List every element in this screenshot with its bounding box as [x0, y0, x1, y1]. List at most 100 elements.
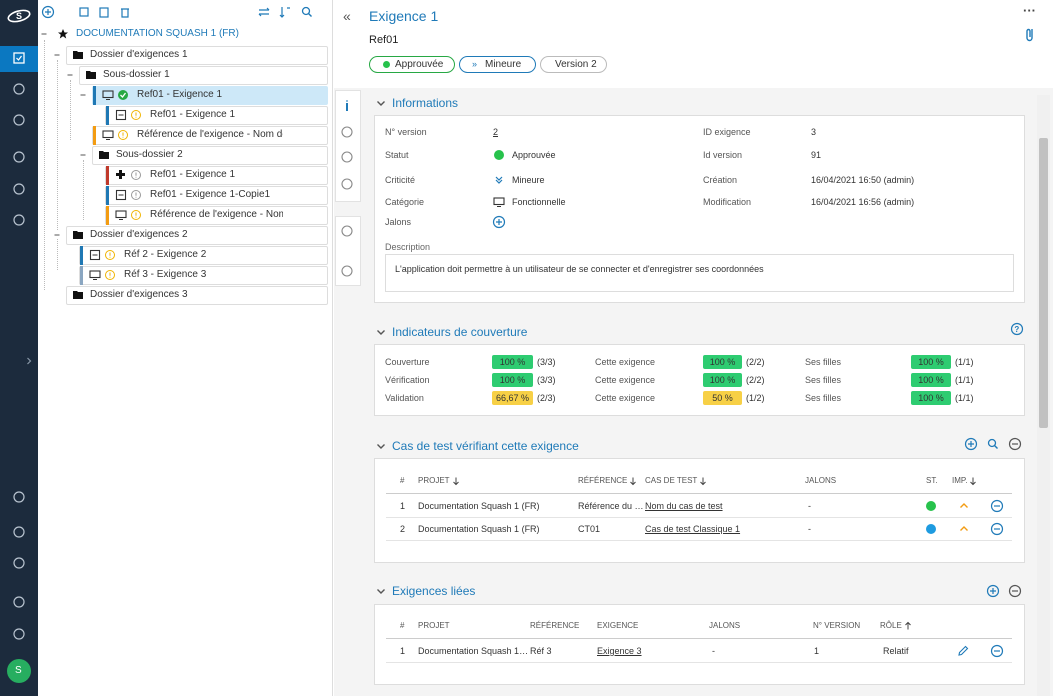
- nav-icon[interactable]: [11, 112, 27, 128]
- tree-node[interactable]: [92, 126, 328, 145]
- section-action[interactable]: [985, 436, 1001, 452]
- tree-tool[interactable]: [76, 4, 92, 20]
- unlink[interactable]: [989, 643, 1005, 659]
- version-badge[interactable]: [540, 56, 607, 73]
- column-header[interactable]: RÉFÉRENCE: [578, 476, 628, 485]
- column-header[interactable]: #: [400, 621, 405, 630]
- nav-icon[interactable]: [11, 524, 27, 540]
- nav-icon[interactable]: [11, 555, 27, 571]
- avatar[interactable]: [7, 659, 31, 683]
- tab-icon[interactable]: [339, 176, 355, 192]
- section-title[interactable]: Indicateurs de couverture: [392, 325, 528, 339]
- tree-node[interactable]: [105, 166, 328, 185]
- column-header[interactable]: PROJET: [418, 621, 450, 630]
- tree-toggle[interactable]: [62, 67, 78, 83]
- nav-icon[interactable]: [11, 81, 27, 97]
- field-value[interactable]: 2: [493, 127, 499, 137]
- section-action[interactable]: [1007, 583, 1023, 599]
- section-toggle[interactable]: [373, 95, 389, 111]
- column-header[interactable]: #: [400, 476, 405, 485]
- tree-toggle[interactable]: [75, 147, 91, 163]
- tree-node[interactable]: [105, 186, 328, 205]
- tree-tool[interactable]: [96, 4, 112, 20]
- column-header[interactable]: JALONS: [709, 621, 741, 630]
- tree-node[interactable]: [79, 266, 328, 285]
- section-title[interactable]: Exigences liées: [392, 584, 476, 598]
- criticality-badge[interactable]: [459, 56, 536, 73]
- column-header[interactable]: IMP.: [952, 476, 968, 485]
- tab-icon[interactable]: [339, 124, 355, 140]
- column-header[interactable]: ST.: [926, 476, 938, 485]
- help[interactable]: ?: [1009, 321, 1025, 337]
- sort-icon[interactable]: [695, 473, 711, 489]
- edit-icon[interactable]: [955, 643, 971, 659]
- tree-node[interactable]: [92, 86, 328, 105]
- tree-node[interactable]: [79, 66, 328, 85]
- nav-icon[interactable]: [11, 626, 27, 642]
- section-action[interactable]: [1007, 436, 1023, 452]
- unlink[interactable]: [989, 498, 1005, 514]
- tree-root[interactable]: DOCUMENTATION SQUASH 1 (FR): [76, 28, 239, 39]
- tree-node[interactable]: [79, 246, 328, 265]
- tree-label: Ref01 - Exigence 1: [150, 169, 236, 180]
- cell-link[interactable]: Cas de test Classique 1: [645, 524, 741, 534]
- tab-info[interactable]: [339, 98, 355, 114]
- tree-node[interactable]: [92, 146, 328, 165]
- column-header[interactable]: RÔLE: [880, 621, 902, 630]
- nav-icon[interactable]: [11, 594, 27, 610]
- more-menu[interactable]: ···: [1023, 3, 1036, 18]
- column-header[interactable]: CAS DE TEST: [645, 476, 698, 485]
- nav-icon[interactable]: [11, 489, 27, 505]
- nav-icon[interactable]: [11, 50, 27, 66]
- tree-toggle[interactable]: [36, 26, 52, 42]
- tree-node[interactable]: [105, 206, 328, 225]
- tree-node[interactable]: [105, 106, 328, 125]
- cell-link[interactable]: Exigence 3: [597, 646, 642, 656]
- tree-node[interactable]: [66, 46, 328, 65]
- sort-icon[interactable]: [625, 473, 641, 489]
- tree-node[interactable]: [66, 286, 328, 305]
- attachment[interactable]: [1022, 27, 1038, 43]
- tab-icon[interactable]: [339, 263, 355, 279]
- sort-icon[interactable]: [900, 618, 916, 634]
- tab-icon[interactable]: [339, 149, 355, 165]
- section-action[interactable]: [985, 583, 1001, 599]
- tree-toggle[interactable]: [75, 87, 91, 103]
- sort-icon[interactable]: [965, 473, 981, 489]
- tree-toggle[interactable]: [49, 227, 65, 243]
- scroll-thumb[interactable]: [1039, 138, 1048, 428]
- tree-node[interactable]: [66, 226, 328, 245]
- column-header[interactable]: JALONS: [805, 476, 837, 485]
- tab-icon[interactable]: [339, 223, 355, 239]
- folder-icon: [73, 231, 83, 239]
- unlink[interactable]: [989, 521, 1005, 537]
- tree-tool[interactable]: [299, 4, 315, 20]
- tree-toggle[interactable]: [49, 47, 65, 63]
- collapse-button[interactable]: «: [343, 8, 351, 24]
- expand-nav[interactable]: [21, 353, 37, 369]
- tree-tool[interactable]: [256, 4, 272, 20]
- column-header[interactable]: EXIGENCE: [597, 621, 639, 630]
- column-header[interactable]: PROJET: [418, 476, 450, 485]
- section-toggle[interactable]: [373, 583, 389, 599]
- section-title[interactable]: Informations: [392, 96, 459, 110]
- nav-icon[interactable]: [11, 212, 27, 228]
- nav-icon[interactable]: [11, 149, 27, 165]
- nav-icon[interactable]: [11, 181, 27, 197]
- section-action[interactable]: [963, 436, 979, 452]
- tree-tool[interactable]: [117, 4, 133, 20]
- tree-tool[interactable]: [277, 4, 293, 20]
- column-header[interactable]: N° VERSION: [813, 621, 861, 630]
- sort-icon[interactable]: [448, 473, 464, 489]
- coverage-count: (1/2): [746, 393, 765, 403]
- field-label: Création: [703, 175, 738, 185]
- status-badge[interactable]: [369, 56, 455, 73]
- section-toggle[interactable]: [373, 438, 389, 454]
- coverage-rate: 50 %: [712, 393, 733, 403]
- section-title[interactable]: Cas de test vérifiant cette exigence: [392, 439, 579, 453]
- tree-tool[interactable]: [40, 4, 56, 20]
- column-header[interactable]: RÉFÉRENCE: [530, 621, 580, 630]
- section-toggle[interactable]: [373, 324, 389, 340]
- add-milestone[interactable]: [491, 214, 507, 230]
- cell-link[interactable]: Nom du cas de test: [645, 501, 723, 511]
